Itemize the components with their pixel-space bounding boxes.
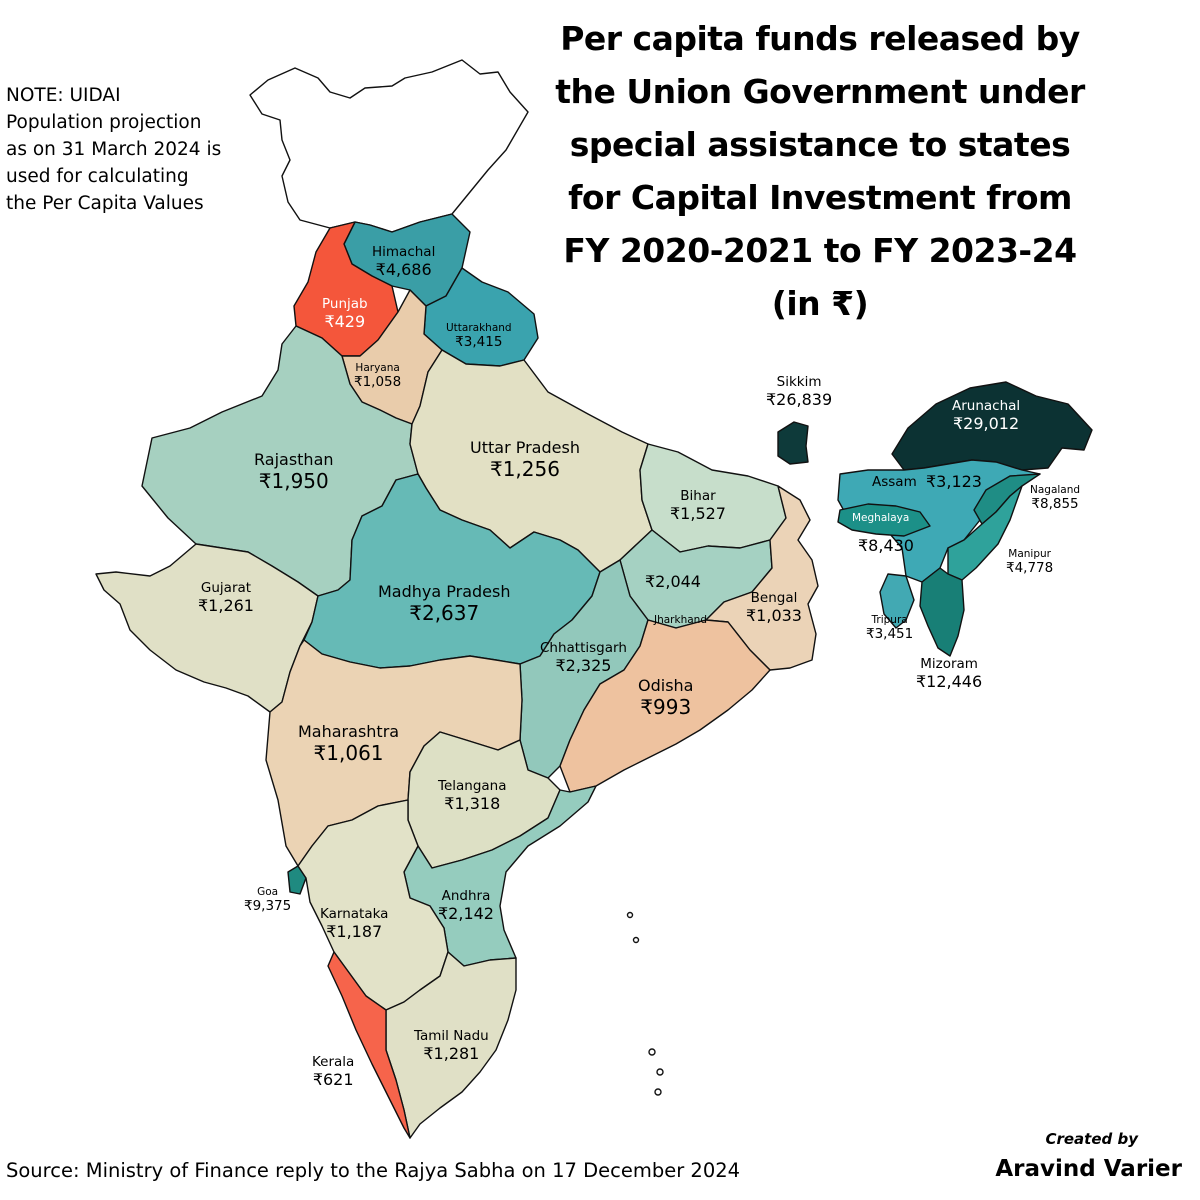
- region-sikkim: [777, 421, 809, 465]
- label-meghalaya-value: ₹8,430: [858, 536, 914, 555]
- label-bihar: Bihar ₹1,527: [670, 488, 726, 523]
- label-madhya-pradesh: Madhya Pradesh ₹2,637: [378, 582, 511, 625]
- label-assam-name: Assam: [872, 474, 917, 490]
- credit-author: Aravind Varier: [995, 1156, 1182, 1182]
- label-maharashtra: Maharashtra ₹1,061: [298, 722, 400, 765]
- label-himachal: Himachal ₹4,686: [372, 244, 436, 279]
- region-gujarat: [95, 543, 319, 713]
- credit-label: Created by: [1045, 1130, 1138, 1148]
- title-line: Per capita funds released by: [560, 19, 1080, 58]
- note-line: NOTE: UIDAI: [6, 85, 121, 106]
- island-dot: [656, 1068, 664, 1076]
- island-dot: [648, 1048, 656, 1056]
- title-line: the Union Government under: [555, 72, 1085, 111]
- region-kerala: [327, 951, 411, 1139]
- region-jammu-kashmir-ladakh: [249, 59, 529, 233]
- island-dot: [632, 936, 640, 944]
- label-nagaland: Nagaland ₹8,855: [1030, 484, 1081, 512]
- label-kerala: Kerala ₹621: [312, 1054, 355, 1089]
- label-punjab: Punjab ₹429: [322, 296, 368, 331]
- label-uttar-pradesh: Uttar Pradesh ₹1,256: [470, 438, 580, 481]
- label-manipur: Manipur ₹4,778: [1006, 548, 1054, 576]
- island-dot: [654, 1088, 662, 1096]
- region-tamil-nadu: [385, 951, 517, 1139]
- label-arunachal: Arunachal ₹29,012: [952, 398, 1021, 433]
- label-andhra: Andhra ₹2,142: [438, 888, 494, 923]
- label-rajasthan: Rajasthan ₹1,950: [254, 450, 334, 493]
- note-line: the Per Capita Values: [6, 193, 204, 214]
- label-haryana: Haryana ₹1,058: [354, 362, 402, 390]
- region-meghalaya: [837, 503, 931, 537]
- label-tamil-nadu: Tamil Nadu ₹1,281: [414, 1028, 489, 1063]
- region-tripura: [879, 573, 915, 629]
- region-goa: [287, 865, 307, 895]
- chart-title: Per capita funds released by the Union G…: [548, 12, 1092, 330]
- title-line: FY 2020-2021 to FY 2023-24: [563, 231, 1077, 270]
- title-line: special assistance to states: [569, 125, 1071, 164]
- label-sikkim: Sikkim ₹26,839: [766, 374, 833, 409]
- note-line: as on 31 March 2024 is: [6, 139, 222, 160]
- label-jharkhand-name: Jharkhand: [654, 614, 707, 626]
- region-bengal: [705, 485, 819, 671]
- region-odisha: [559, 619, 771, 793]
- title-line: (in ₹): [771, 284, 869, 323]
- label-gujarat: Gujarat ₹1,261: [198, 580, 254, 615]
- label-jharkhand-value: ₹2,044: [645, 572, 701, 591]
- region-karnataka: [297, 799, 449, 1011]
- note-line: used for calculating: [6, 166, 189, 187]
- label-chhattisgarh: Chhattisgarh ₹2,325: [540, 640, 627, 675]
- label-assam-value: ₹3,123: [926, 472, 982, 491]
- label-bengal: Bengal ₹1,033: [746, 590, 802, 625]
- island-dot: [626, 911, 634, 919]
- region-mizoram: [919, 567, 965, 657]
- note-text: NOTE: UIDAI Population projection as on …: [6, 82, 236, 217]
- label-goa: Goa ₹9,375: [244, 886, 292, 914]
- source-text: Source: Ministry of Finance reply to the…: [6, 1159, 741, 1182]
- label-uttarakhand: Uttarakhand ₹3,415: [446, 322, 512, 350]
- label-meghalaya-name: Meghalaya: [852, 512, 910, 524]
- label-tripura: Tripura ₹3,451: [866, 614, 914, 642]
- label-karnataka: Karnataka ₹1,187: [320, 906, 389, 941]
- label-telangana: Telangana ₹1,318: [438, 778, 507, 813]
- title-line: for Capital Investment from: [568, 178, 1072, 217]
- note-line: Population projection: [6, 112, 202, 133]
- label-odisha: Odisha ₹993: [638, 676, 694, 719]
- label-mizoram: Mizoram ₹12,446: [916, 656, 983, 691]
